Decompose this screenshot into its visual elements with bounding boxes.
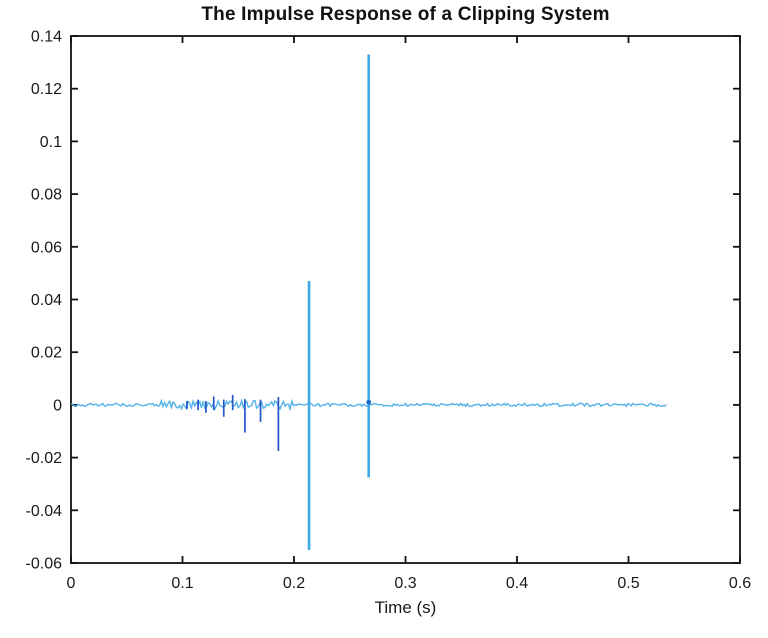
zero-cross-marker — [366, 399, 372, 405]
y-tick-label: 0.12 — [31, 81, 62, 98]
x-tick-label: 0 — [67, 575, 76, 592]
y-tick-label: 0.06 — [31, 239, 62, 256]
x-tick-label: 0.5 — [617, 575, 639, 592]
y-tick-label: -0.04 — [26, 503, 63, 520]
x-tick-label: 0.3 — [394, 575, 416, 592]
chart-title: The Impulse Response of a Clipping Syste… — [201, 4, 610, 25]
y-tick-label: 0.02 — [31, 345, 62, 362]
x-tick-label: 0.2 — [283, 575, 305, 592]
axis-box — [70, 35, 741, 564]
y-tick-label: 0.04 — [31, 292, 62, 309]
x-tick-label: 0.4 — [506, 575, 528, 592]
x-axis-label: Time (s) — [374, 598, 437, 617]
y-tick-label: 0.08 — [31, 187, 62, 204]
x-tick-label: 0.6 — [729, 575, 751, 592]
y-tick-label: -0.02 — [26, 450, 63, 467]
y-tick-label: -0.06 — [26, 556, 63, 573]
y-tick-label: 0.1 — [40, 134, 62, 151]
x-tick-label: 0.1 — [171, 575, 193, 592]
y-tick-label: 0.14 — [31, 29, 62, 46]
y-tick-label: 0 — [53, 397, 62, 414]
